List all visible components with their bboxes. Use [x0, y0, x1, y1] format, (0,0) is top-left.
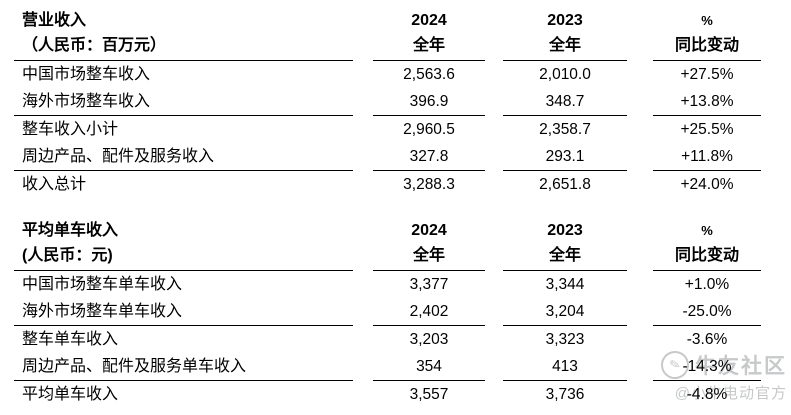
table-row: 整车收入小计 2,960.5 2,358.7 +25.5%: [14, 116, 791, 143]
table-row: 整车单车收入 3,203 3,323 -3.6%: [14, 326, 791, 353]
operating-revenue-table: 营业收入 （人民币：百万元） 2024 全年 2023 全年 % 同比变动 中国…: [14, 8, 791, 198]
table-row: 周边产品、配件及服务单车收入 354 413 -14.3%: [14, 353, 791, 381]
column-header-2024: 2024 全年: [373, 8, 485, 61]
value-2024: 3,377: [409, 276, 449, 293]
value-yoy: +24.0%: [680, 176, 734, 193]
value-2024: 3,203: [409, 331, 449, 348]
value-yoy: +1.0%: [684, 276, 730, 293]
column-header-yoy: % 同比变动: [653, 218, 761, 271]
table-row: 海外市场整车收入 396.9 348.7 +13.8%: [14, 88, 791, 116]
value-2023: 2,651.8: [539, 176, 591, 193]
value-yoy: +11.8%: [653, 143, 761, 171]
value-2023: 3,323: [545, 331, 585, 348]
table-title-cell: 营业收入 （人民币：百万元）: [14, 8, 353, 61]
row-label: 整车收入小计: [22, 121, 119, 138]
value-yoy: +25.5%: [680, 121, 734, 138]
table-header-row: 营业收入 （人民币：百万元） 2024 全年 2023 全年 % 同比变动: [14, 8, 791, 61]
value-yoy: -25.0%: [653, 298, 761, 326]
value-2024: 354: [373, 353, 485, 381]
watermark-official-handle: @小牛电动官方: [674, 385, 787, 402]
avg-revenue-per-vehicle-table: 平均单车收入 (人民币：元) 2024 全年 2023 全年 % 同比变动 中国…: [14, 218, 791, 408]
row-label: 周边产品、配件及服务收入: [14, 143, 353, 171]
value-yoy: -4.8%: [686, 386, 728, 403]
row-label: 平均单车收入: [22, 386, 119, 403]
value-2024: 3,557: [409, 386, 449, 403]
value-yoy: +13.8%: [653, 88, 761, 116]
row-label: 收入总计: [22, 176, 87, 193]
value-2023: 3,344: [545, 276, 585, 293]
value-2024: 2,402: [373, 298, 485, 326]
row-label: 周边产品、配件及服务单车收入: [14, 353, 353, 381]
value-yoy: -3.6%: [686, 331, 728, 348]
value-2023: 293.1: [503, 143, 627, 171]
watermark-community-name: 牛友社区: [695, 355, 787, 378]
value-2024: 327.8: [373, 143, 485, 171]
column-header-2024: 2024 全年: [373, 218, 485, 271]
table-row: 中国市场整车单车收入 3,377 3,344 +1.0%: [14, 271, 791, 298]
table-row-total: 收入总计 3,288.3 2,651.8 +24.0%: [14, 171, 791, 198]
row-label: 中国市场整车单车收入: [22, 276, 183, 293]
column-header-2023: 2023 全年: [503, 8, 627, 61]
column-header-yoy: % 同比变动: [653, 8, 761, 61]
community-watermark: ✎ 牛友社区 @小牛电动官方: [658, 348, 787, 403]
value-yoy: -14.3%: [653, 353, 761, 381]
value-2023: 3,204: [503, 298, 627, 326]
value-2023: 348.7: [503, 88, 627, 116]
table-title-cell: 平均单车收入 (人民币：元): [14, 218, 353, 271]
value-2024: 2,960.5: [403, 121, 455, 138]
value-2024: 396.9: [373, 88, 485, 116]
table-title: 平均单车收入: [22, 222, 119, 239]
row-label: 海外市场整车收入: [14, 88, 353, 116]
value-2024: 3,288.3: [403, 176, 455, 193]
row-label: 中国市场整车收入: [22, 66, 151, 83]
value-2023: 2,010.0: [539, 66, 591, 83]
table-unit: （人民币：百万元）: [22, 37, 167, 54]
table-row: 中国市场整车收入 2,563.6 2,010.0 +27.5%: [14, 61, 791, 88]
table-row: 海外市场整车单车收入 2,402 3,204 -25.0%: [14, 298, 791, 326]
table-header-row: 平均单车收入 (人民币：元) 2024 全年 2023 全年 % 同比变动: [14, 218, 791, 271]
value-2023: 413: [503, 353, 627, 381]
value-2023: 3,736: [545, 386, 585, 403]
table-title: 营业收入: [22, 12, 87, 29]
table-row: 周边产品、配件及服务收入 327.8 293.1 +11.8%: [14, 143, 791, 171]
table-row-total: 平均单车收入 3,557 3,736 -4.8%: [14, 381, 791, 408]
column-header-2023: 2023 全年: [503, 218, 627, 271]
row-label: 整车单车收入: [22, 331, 119, 348]
value-2024: 2,563.6: [403, 66, 455, 83]
value-yoy: +27.5%: [680, 66, 734, 83]
table-unit: (人民币：元): [22, 247, 113, 264]
value-2023: 2,358.7: [539, 121, 591, 138]
row-label: 海外市场整车单车收入: [14, 298, 353, 326]
